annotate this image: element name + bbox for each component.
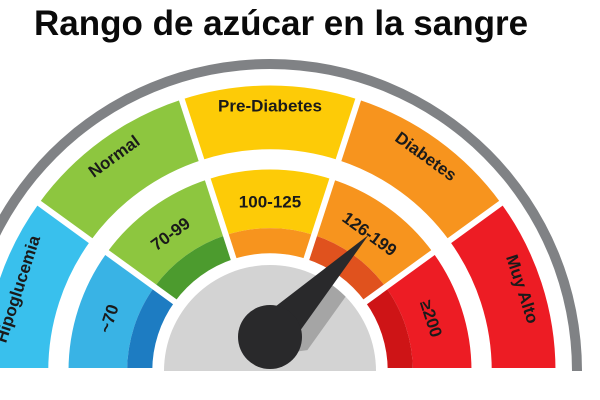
svg-text:Pre-Diabetes: Pre-Diabetes xyxy=(218,96,322,115)
svg-text:100-125: 100-125 xyxy=(239,192,301,211)
